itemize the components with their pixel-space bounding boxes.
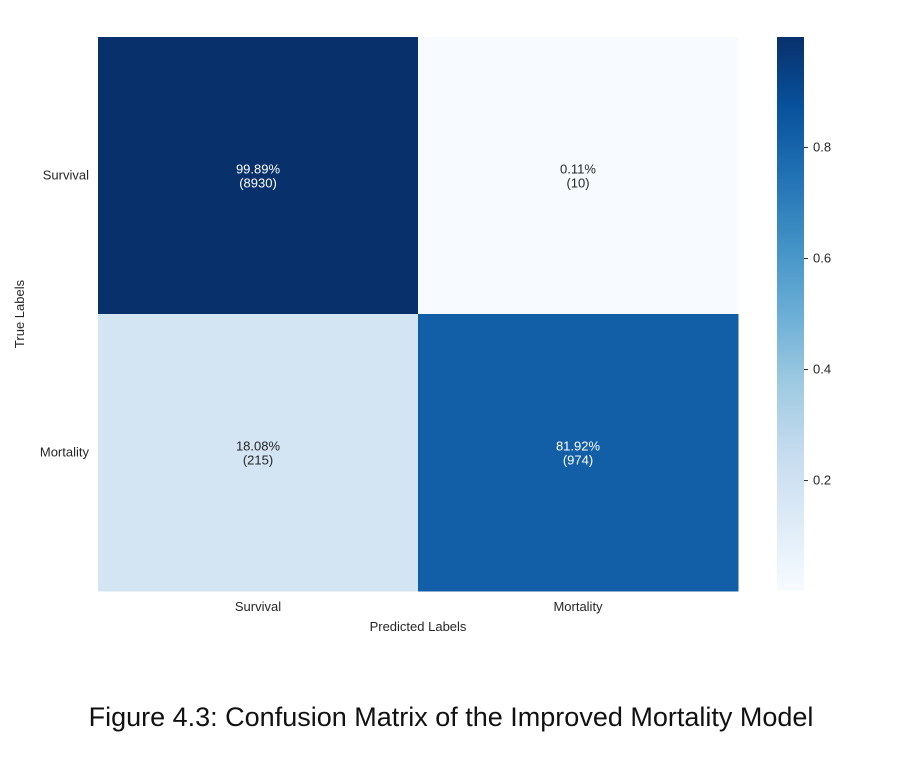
cell-annotation: 18.08% (215) <box>236 439 281 468</box>
colorbar-tick-label: 0.6 <box>813 250 831 265</box>
colorbar-tick-label: 0.2 <box>813 473 831 488</box>
confusion-matrix-figure: 99.89% (8930) 0.11% (10) 18.08% (215) 81.92% (9… <box>12 37 831 634</box>
heatmap-cell <box>418 314 739 592</box>
cell-count-label: (974) <box>563 453 593 468</box>
colorbar-tick-label: 0.4 <box>813 362 831 377</box>
cell-annotation: 99.89% (8930) <box>236 162 281 191</box>
cell-annotation: 81.92% (974) <box>556 439 601 468</box>
cell-annotation: 0.11% (10) <box>560 162 596 191</box>
heatmap-cells <box>98 37 739 592</box>
colorbar-ticks: 0.2 0.4 0.6 0.8 <box>804 139 831 488</box>
cell-percent-label: 0.11% <box>560 162 596 177</box>
cell-percent-label: 81.92% <box>556 439 601 454</box>
cell-percent-label: 99.89% <box>236 162 281 177</box>
x-tick-label: Mortality <box>553 599 603 614</box>
cell-count-label: (10) <box>566 176 589 191</box>
colorbar <box>777 37 804 591</box>
y-tick-label: Survival <box>43 168 89 183</box>
y-tick-label: Mortality <box>40 445 90 460</box>
x-tick-label: Survival <box>235 599 281 614</box>
cell-count-label: (8930) <box>239 176 277 191</box>
heatmap-cell <box>98 314 419 592</box>
cell-annotations: 99.89% (8930) 0.11% (10) 18.08% (215) 81.92% (9… <box>236 162 601 468</box>
heatmap-cell <box>418 37 739 315</box>
cell-percent-label: 18.08% <box>236 439 281 454</box>
heatmap-cell <box>98 37 419 315</box>
colorbar-tick-label: 0.8 <box>813 139 831 154</box>
cell-count-label: (215) <box>243 453 273 468</box>
figure-caption: Figure 4.3: Confusion Matrix of the Impr… <box>88 702 814 732</box>
x-axis-title: Predicted Labels <box>370 619 467 634</box>
y-axis-title: True Labels <box>12 279 27 348</box>
y-axis-ticks: Survival Mortality <box>40 168 90 460</box>
x-axis-ticks: Survival Mortality <box>235 599 603 614</box>
